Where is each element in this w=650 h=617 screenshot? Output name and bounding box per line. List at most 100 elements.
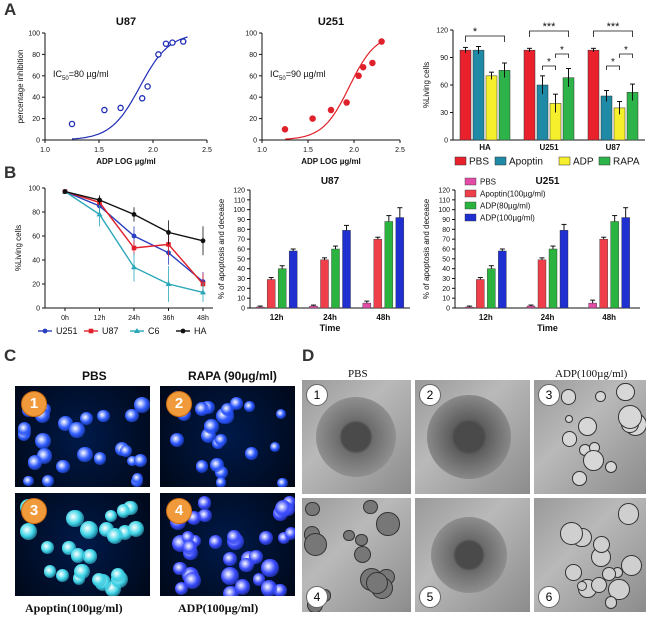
cell-nucleus (274, 499, 293, 518)
em-number-badge: 5 (419, 586, 441, 608)
cell-nucleus (127, 455, 138, 466)
u87-curve-y-label: percentage inhibition (16, 50, 25, 124)
em-image-3: 3 (534, 380, 646, 494)
u251-curve-point (281, 126, 289, 133)
time-line-legend-label: C6 (148, 326, 160, 336)
time-line-point (131, 264, 137, 270)
em-number-badge: 6 (538, 586, 560, 608)
cell-nucleus (245, 447, 258, 460)
cell-nucleus (261, 559, 279, 577)
vacuole (304, 501, 320, 517)
vacuole (559, 521, 583, 545)
u251-apoptosis-legend-label: ADP(80µg/ml) (480, 202, 531, 211)
u87-apoptosis-y-tick-label: 60 (237, 247, 245, 254)
time-line-legend-label: U87 (102, 326, 119, 336)
panel-label-c: C (4, 346, 17, 365)
u87-apoptosis-y-tick-label: 30 (237, 276, 245, 283)
living-bar-bar (459, 49, 472, 141)
u251-curve-x-label: ADP LOG µg/ml (301, 157, 361, 166)
vacuole (366, 571, 389, 594)
u87-apoptosis-bar (277, 268, 287, 309)
u87-apoptosis-bar (255, 306, 265, 309)
living-bar-x-tick-label: HA (479, 143, 491, 152)
em-image-1: 1 (302, 380, 411, 494)
time-line-point (200, 238, 206, 244)
cell-nucleus (70, 548, 86, 564)
vacuole (604, 460, 617, 474)
living-bar-sig-mark: * (547, 57, 551, 68)
u251-curve-x-tick-label: 2.5 (395, 147, 405, 154)
u87-curve-point (68, 120, 76, 128)
u251-curve-point (369, 59, 376, 67)
u251-apoptosis-bar (559, 230, 569, 309)
u251-curve-ic50-annotation: IC50=90 µg/ml (270, 69, 326, 82)
u251-curve-y-tick-label: 0 (253, 138, 257, 145)
u251-apoptosis-legend-swatch (464, 177, 477, 186)
u251-apoptosis-legend-label: ADP(100µg/ml) (480, 214, 535, 223)
cell-nucleus (106, 528, 123, 545)
time-line-x-tick-label: 48h (197, 315, 209, 322)
u87-apoptosis-bar (331, 248, 340, 309)
fluorescence-image-adp: 4 (160, 493, 295, 596)
cell-nucleus (243, 401, 256, 413)
image-number-badge: 3 (21, 498, 47, 524)
vacuole (565, 564, 582, 581)
u87-apoptosis-y-tick-label: 10 (237, 296, 245, 303)
u87-curve-y-tick-label: 0 (36, 138, 40, 145)
time-line-y-tick-label: 80 (32, 210, 40, 217)
time-line-y-tick-label: 20 (32, 282, 40, 289)
cell-nucleus (203, 419, 219, 434)
time-line-legend-marker (180, 328, 186, 334)
cell-nucleus (125, 408, 140, 423)
em-image-2: 2 (415, 380, 530, 494)
u251-apoptosis-y-tick-label: 80 (442, 227, 450, 234)
time-line-y-tick-label: 100 (28, 186, 40, 193)
living-bar-bar (498, 70, 511, 141)
em-number-badge: 2 (419, 384, 441, 406)
u251-curve-point (327, 106, 335, 114)
u87-curve-point (162, 40, 170, 47)
u251-apoptosis-y-tick-label: 70 (442, 237, 450, 244)
u87-curve-x-label: ADP LOG µg/ml (96, 157, 156, 166)
u87-apoptosis-y-tick-label: 90 (237, 217, 245, 224)
time-line-x-tick-label: 0h (61, 315, 69, 322)
living-bar-sig-bracket (619, 53, 633, 58)
cell-nucleus (284, 527, 295, 540)
cell-nucleus (226, 530, 241, 544)
time-line-y-tick-label: 60 (32, 234, 40, 241)
cell-nucleus (248, 550, 263, 565)
u251-curve-point (355, 72, 362, 80)
panel-c-rapa-title: RAPA (90µg/ml) (188, 369, 277, 383)
u251-curve-y-tick-label: 100 (245, 31, 257, 38)
vacuole (608, 579, 630, 601)
u251-apoptosis-legend-swatch (464, 213, 477, 222)
cell-nucleus (220, 567, 239, 585)
cell-nucleus (222, 552, 237, 567)
living-bar-legend-swatch (598, 156, 611, 166)
u87-apoptosis-bar (373, 238, 383, 309)
cell-nucleus (175, 581, 189, 596)
panel-c-adp-caption: ADP(100µg/ml) (178, 601, 259, 615)
u251-apoptosis-y-tick-label: 120 (438, 188, 450, 195)
cell-nucleus (133, 397, 150, 413)
u251-apoptosis-bar (476, 279, 485, 309)
living-bar-sig-bracket (529, 30, 569, 37)
living-bar-legend-label: Apoptin (509, 157, 543, 168)
living-bar-y-tick-label: 120 (436, 28, 448, 35)
cell-nucleus (182, 540, 198, 555)
u251-apoptosis-bar (487, 268, 496, 309)
u87-apoptosis-bar (288, 250, 298, 309)
vacuole (355, 533, 368, 547)
u87-curve-fit-curve (71, 36, 188, 140)
cell-nucleus (74, 563, 91, 580)
cell-nucleus (79, 521, 98, 539)
living-bar-legend-swatch (454, 156, 467, 166)
u87-apoptosis-y-tick-label: 120 (233, 188, 245, 195)
cell-nucleus (116, 504, 131, 518)
image-number-badge: 1 (21, 391, 47, 417)
living-bar-sig-mark: * (624, 45, 628, 56)
living-bar-y-label: %Living cells (422, 62, 431, 108)
u251-apoptosis-y-tick-label: 10 (442, 296, 450, 303)
u251-apoptosis-y-label: % of apoptosis and decease (422, 198, 431, 299)
u87-curve-x-tick-label: 2.0 (148, 147, 158, 154)
